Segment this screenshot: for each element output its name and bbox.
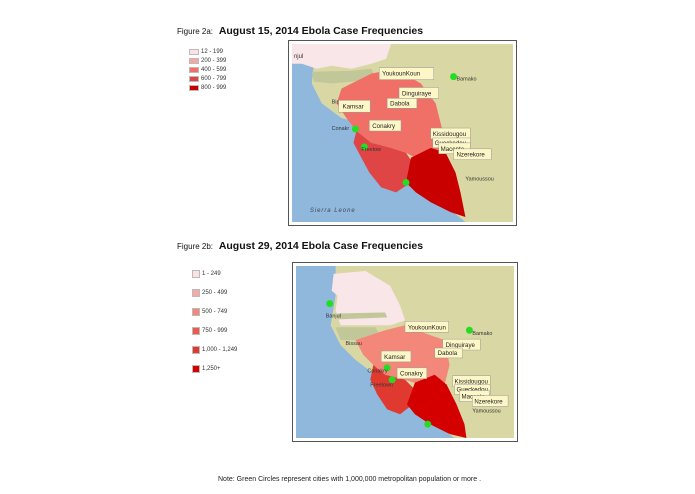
legend-item: 1,250+ <box>192 359 237 378</box>
legend-range: 600 - 799 <box>201 75 227 82</box>
legend-range: 1 - 249 <box>202 270 221 277</box>
legend-range: 500 - 749 <box>202 308 228 315</box>
figure-2a-heading: August 15, 2014 Ebola Case Frequencies <box>218 25 424 37</box>
legend-range: 800 - 999 <box>201 84 227 91</box>
legend-item: 400 - 599 <box>189 65 226 74</box>
legend-item: 1,000 - 1,249 <box>192 340 237 359</box>
legend-range: 750 - 999 <box>202 327 228 334</box>
callout-dabola: Dabola <box>390 100 410 107</box>
legend-swatch <box>189 84 199 91</box>
map-place-bamako: Bamako <box>472 331 492 337</box>
legend-2a: 12 - 199 200 - 399 400 - 599 600 - 799 8… <box>189 47 226 92</box>
callout-dinguiraye: Dinguiraye <box>402 90 432 97</box>
legend-swatch <box>189 66 199 73</box>
legend-item: 800 - 999 <box>189 83 226 92</box>
legend-swatch <box>192 345 200 354</box>
callout-kamsar: Kamsar <box>343 103 364 110</box>
map-place-bamako: Bamako <box>457 77 477 83</box>
map-place-sierra-leone: Sierra Leone <box>310 208 356 214</box>
legend-2b: 1 - 249 250 - 499 500 - 749 750 - 999 1,… <box>192 264 237 378</box>
legend-range: 1,000 - 1,249 <box>202 346 238 353</box>
legend-swatch <box>189 75 199 82</box>
figure-2b-label: Figure 2b: <box>177 242 214 251</box>
callout-macenta: Macenta <box>441 146 465 153</box>
callout-youkounkoun: YoukounKoun <box>408 324 447 331</box>
legend-swatch <box>192 326 200 335</box>
callout-kissidougou: Kissidougou <box>433 131 466 138</box>
legend-range: 400 - 599 <box>201 66 227 73</box>
map-place-conakry: Conakr <box>332 126 350 132</box>
legend-swatch <box>192 269 200 278</box>
legend-item: 750 - 999 <box>192 321 237 340</box>
callout-kamsar: Kamsar <box>384 354 405 361</box>
legend-swatch <box>192 307 200 316</box>
legend-range: 250 - 499 <box>202 289 228 296</box>
map-place-conakry: Conakry <box>367 369 388 375</box>
figure-2a-title: Figure 2a: August 15, 2014 Ebola Case Fr… <box>177 25 423 37</box>
callout-conakry: Conakry <box>372 123 396 130</box>
legend-range: 12 - 199 <box>201 48 224 55</box>
map-2b-canvas: Banjul Bissau Conakry Freetown Bamako Ya… <box>296 266 514 438</box>
legend-swatch <box>189 57 199 64</box>
footnote: Note: Green Circles represent cities wit… <box>218 476 482 483</box>
figure-2b-heading: August 29, 2014 Ebola Case Frequencies <box>218 240 424 252</box>
legend-item: 1 - 249 <box>192 264 237 283</box>
legend-swatch <box>192 288 200 297</box>
map-2a-canvas: njul Bissau Conakr Freetow Bamako Yamous… <box>292 44 513 222</box>
callout-dinguiraye: Dinguiraye <box>446 342 476 349</box>
legend-item: 250 - 499 <box>192 283 237 302</box>
map-place-banjul: njul <box>294 54 303 60</box>
legend-swatch <box>189 48 199 55</box>
map-place-yamoussoukro: Yamoussou <box>465 176 493 182</box>
callout-conakry: Conakry <box>400 371 424 378</box>
legend-item: 600 - 799 <box>189 74 226 83</box>
legend-range: 200 - 399 <box>201 57 227 64</box>
map-place-banjul: Banjul <box>326 313 341 319</box>
legend-range: 1,250+ <box>202 365 221 372</box>
map-place-freetown: Freetow <box>361 147 381 153</box>
map-2a[interactable]: njul Bissau Conakr Freetow Bamako Yamous… <box>288 40 517 226</box>
map-place-freetown: Freetown <box>370 383 393 389</box>
map-place-bissau: Bissau <box>346 341 362 347</box>
callout-gueckedou: Gueckedou <box>457 387 488 394</box>
figure-2a-label: Figure 2a: <box>177 27 214 36</box>
callout-kissidougou: Kissidougou <box>455 379 488 386</box>
callout-dabola: Dabola <box>438 350 458 357</box>
callout-nzerekore: Nzerekore <box>457 152 486 159</box>
map-place-yamoussoukro: Yamoussou <box>472 408 500 414</box>
figure-2b-title: Figure 2b: August 29, 2014 Ebola Case Fr… <box>177 240 423 252</box>
callout-nzerekore: Nzerekore <box>474 398 503 405</box>
legend-item: 500 - 749 <box>192 302 237 321</box>
legend-item: 200 - 399 <box>189 56 226 65</box>
callout-youkounkoun: YoukounKoun <box>382 71 421 78</box>
legend-swatch <box>192 364 200 373</box>
map-2b[interactable]: Banjul Bissau Conakry Freetown Bamako Ya… <box>292 262 518 442</box>
legend-item: 12 - 199 <box>189 47 226 56</box>
